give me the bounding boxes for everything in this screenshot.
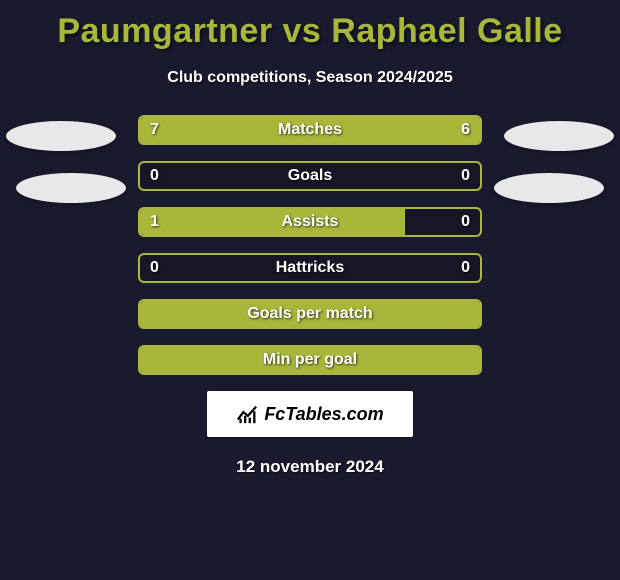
date-label: 12 november 2024	[0, 457, 620, 477]
stat-value-right: 0	[461, 163, 470, 189]
stats-area: 7 Matches 6 0 Goals 0 1 Assists 0 0 Hatt…	[0, 115, 620, 375]
stat-label: Min per goal	[140, 347, 480, 373]
stat-row-goals-per-match: Goals per match	[138, 299, 482, 329]
stat-label: Goals	[140, 163, 480, 189]
stat-row-matches: 7 Matches 6	[138, 115, 482, 145]
player-right-ellipse-2	[494, 173, 604, 203]
stat-value-right: 0	[461, 209, 470, 235]
stat-value-right: 0	[461, 255, 470, 281]
brand-logo-box[interactable]: FcTables.com	[207, 391, 413, 437]
player-right-ellipse-1	[504, 121, 614, 151]
stat-label: Hattricks	[140, 255, 480, 281]
stat-row-goals: 0 Goals 0	[138, 161, 482, 191]
chart-icon	[236, 403, 258, 425]
stat-row-assists: 1 Assists 0	[138, 207, 482, 237]
stat-row-min-per-goal: Min per goal	[138, 345, 482, 375]
page-subtitle: Club competitions, Season 2024/2025	[0, 69, 620, 87]
player-left-ellipse-2	[16, 173, 126, 203]
page-title: Paumgartner vs Raphael Galle	[0, 0, 620, 51]
stat-label: Goals per match	[140, 301, 480, 327]
stat-label: Assists	[140, 209, 480, 235]
stat-rows: 7 Matches 6 0 Goals 0 1 Assists 0 0 Hatt…	[138, 115, 482, 375]
stat-row-hattricks: 0 Hattricks 0	[138, 253, 482, 283]
brand-logo-text: FcTables.com	[264, 404, 383, 425]
player-left-ellipse-1	[6, 121, 116, 151]
stat-label: Matches	[140, 117, 480, 143]
stat-value-right: 6	[461, 117, 470, 143]
